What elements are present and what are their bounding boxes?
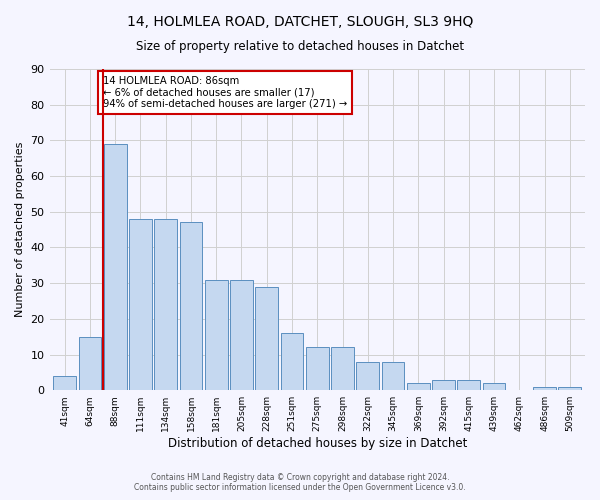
Bar bbox=[533, 386, 556, 390]
Bar bbox=[154, 219, 177, 390]
Bar bbox=[331, 348, 354, 390]
Bar bbox=[432, 380, 455, 390]
Text: Size of property relative to detached houses in Datchet: Size of property relative to detached ho… bbox=[136, 40, 464, 53]
Bar bbox=[281, 333, 304, 390]
Bar bbox=[129, 219, 152, 390]
Y-axis label: Number of detached properties: Number of detached properties bbox=[15, 142, 25, 318]
Text: Contains HM Land Registry data © Crown copyright and database right 2024.
Contai: Contains HM Land Registry data © Crown c… bbox=[134, 473, 466, 492]
Bar bbox=[104, 144, 127, 390]
Bar bbox=[356, 362, 379, 390]
Bar bbox=[407, 383, 430, 390]
Bar bbox=[79, 336, 101, 390]
X-axis label: Distribution of detached houses by size in Datchet: Distribution of detached houses by size … bbox=[167, 437, 467, 450]
Bar bbox=[382, 362, 404, 390]
Bar bbox=[256, 286, 278, 390]
Text: 14, HOLMLEA ROAD, DATCHET, SLOUGH, SL3 9HQ: 14, HOLMLEA ROAD, DATCHET, SLOUGH, SL3 9… bbox=[127, 15, 473, 29]
Bar bbox=[559, 386, 581, 390]
Bar bbox=[306, 348, 329, 390]
Bar bbox=[457, 380, 480, 390]
Bar bbox=[230, 280, 253, 390]
Bar bbox=[205, 280, 227, 390]
Bar bbox=[179, 222, 202, 390]
Bar bbox=[53, 376, 76, 390]
Bar bbox=[483, 383, 505, 390]
Text: 14 HOLMLEA ROAD: 86sqm
← 6% of detached houses are smaller (17)
94% of semi-deta: 14 HOLMLEA ROAD: 86sqm ← 6% of detached … bbox=[103, 76, 347, 110]
